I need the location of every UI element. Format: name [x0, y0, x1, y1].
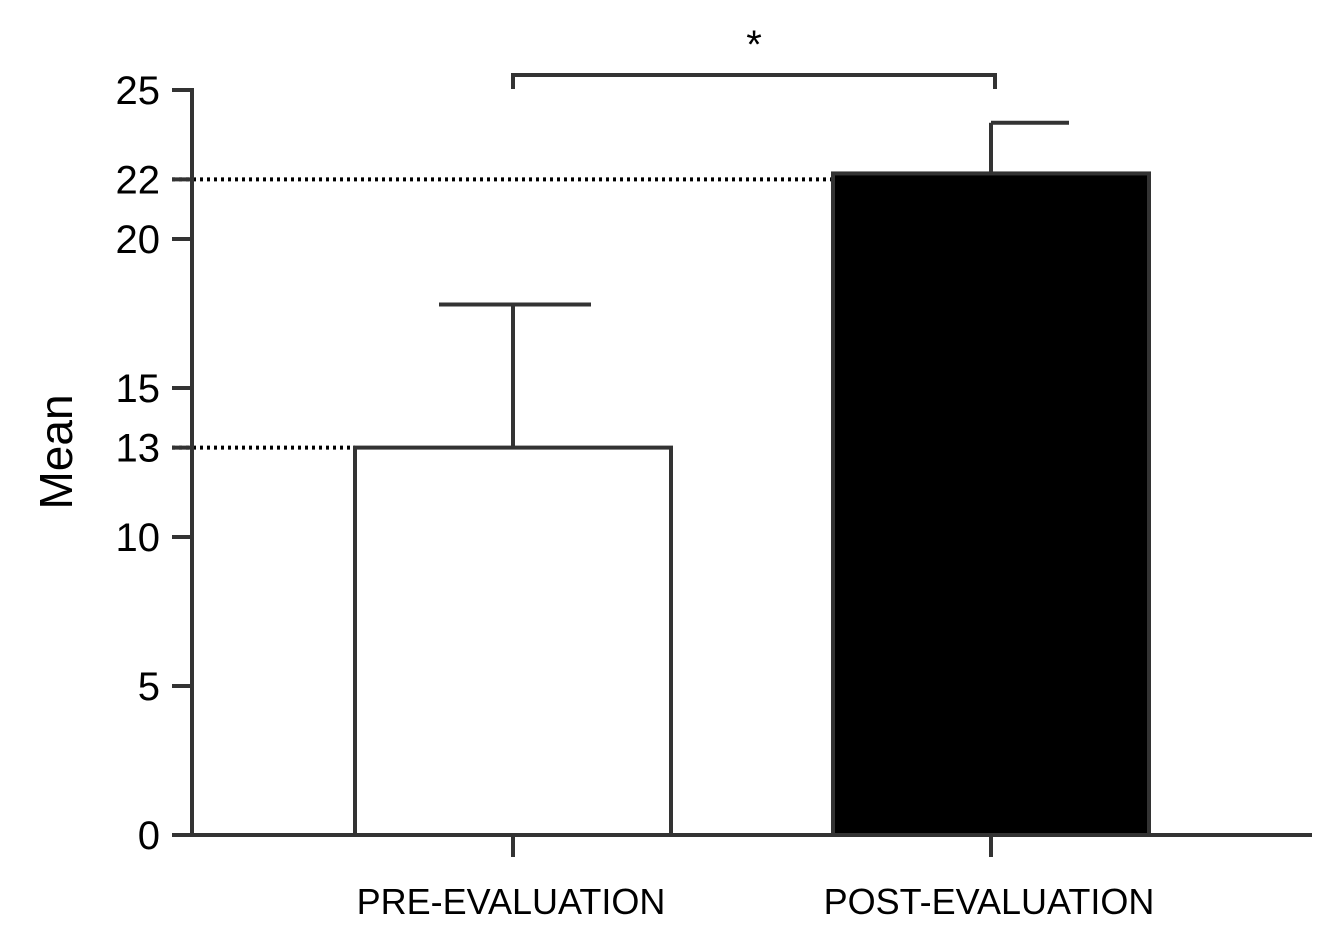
bar-post-evaluation — [831, 171, 1151, 837]
bar-pre-evaluation — [353, 445, 673, 837]
y-tick-label: 15 — [116, 367, 161, 411]
category-label: POST-EVALUATION — [824, 881, 1155, 922]
y-axis-label: Mean — [30, 394, 82, 509]
category-label: PRE-EVALUATION — [357, 881, 666, 922]
y-tick-label: 10 — [116, 516, 161, 560]
y-tick-label: 13 — [116, 427, 161, 471]
y-tick-label: 0 — [138, 814, 160, 858]
y-tick-label: 25 — [116, 69, 161, 113]
significance-marker: * — [746, 23, 762, 67]
y-tick-label: 20 — [116, 218, 161, 262]
y-tick-label: 5 — [138, 665, 160, 709]
significance-bracket — [511, 73, 997, 89]
y-tick-label: 22 — [116, 158, 161, 202]
